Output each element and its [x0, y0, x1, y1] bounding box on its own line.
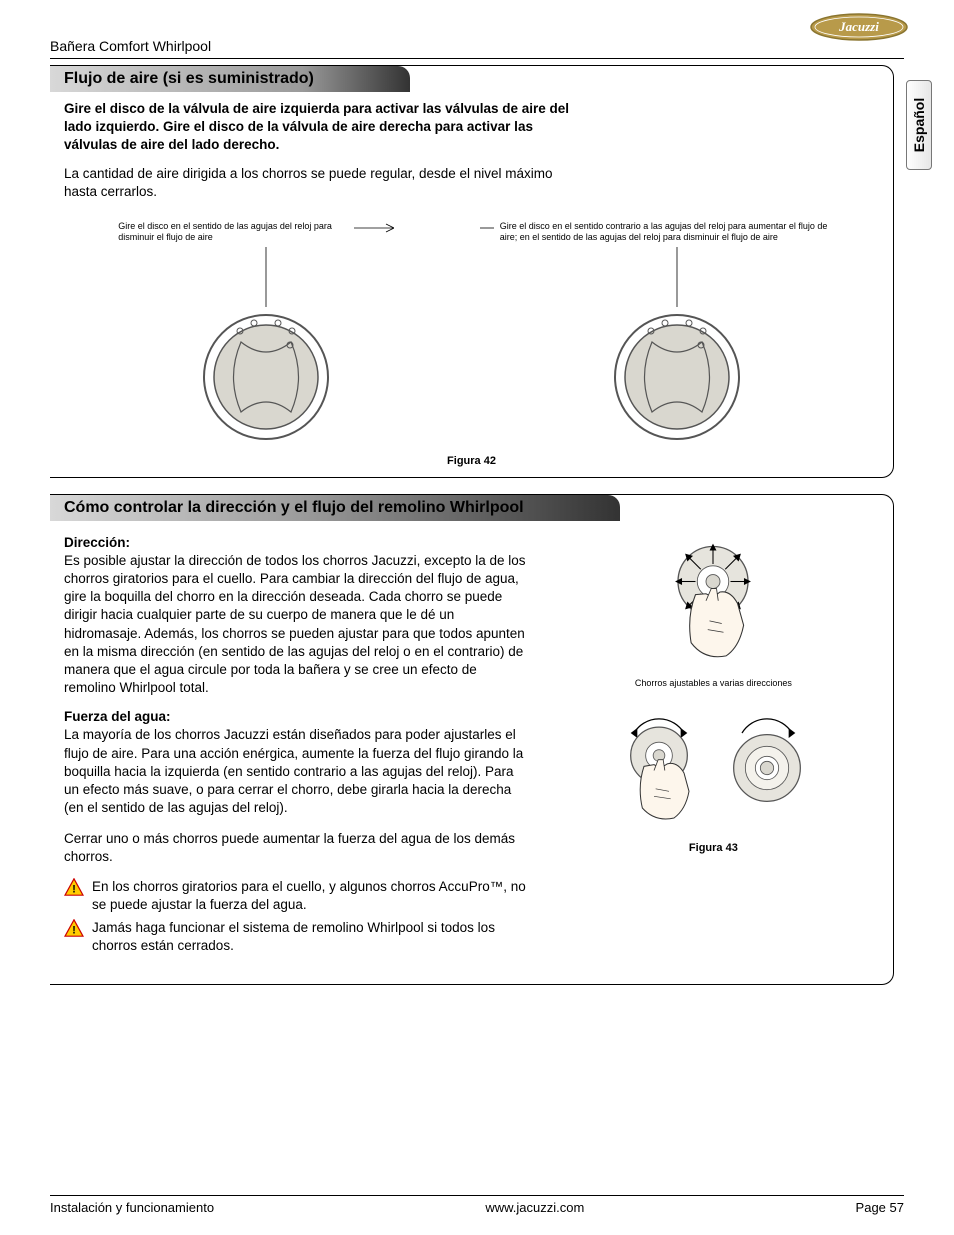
airflow-paragraph-2: La cantidad de aire dirigida a los chorr…: [64, 165, 584, 201]
dial-right-caption: Gire el disco en el sentido contrario a …: [500, 221, 830, 243]
page-header: Bañera Comfort Whirlpool: [50, 38, 904, 59]
warning-icon: !: [64, 919, 84, 937]
warning-2: ! Jamás haga funcionar el sistema de rem…: [64, 919, 528, 954]
svg-text:Jacuzzi: Jacuzzi: [838, 19, 879, 34]
caption-leader-line-icon: [480, 221, 494, 235]
direction-paragraph: Es posible ajustar la dirección de todos…: [64, 552, 528, 698]
dial-left-caption: Gire el disco en el sentido de las aguja…: [118, 221, 348, 243]
warning-icon: !: [64, 878, 84, 896]
footer-right: Page 57: [856, 1200, 904, 1215]
airflow-bold-paragraph: Gire el disco de la válvula de aire izqu…: [64, 100, 584, 155]
footer-center: www.jacuzzi.com: [485, 1200, 584, 1215]
jet-flow-dial-icon: [717, 708, 817, 828]
warning-2-text: Jamás haga funcionar el sistema de remol…: [92, 919, 528, 954]
svg-text:!: !: [72, 884, 76, 896]
warning-1-text: En los chorros giratorios para el cuello…: [92, 878, 528, 913]
language-tab: Español: [906, 80, 932, 170]
jet-flow-hand-icon: [609, 708, 709, 828]
language-label: Español: [911, 98, 927, 152]
waterforce-subhead: Fuerza del agua:: [64, 709, 528, 724]
figure-42-row: Gire el disco en el sentido de las aguja…: [50, 221, 893, 447]
jet-direction-caption: Chorros ajustables a varias direcciones: [548, 678, 879, 688]
svg-text:!: !: [72, 925, 76, 937]
page-footer: Instalación y funcionamiento www.jacuzzi…: [50, 1195, 904, 1215]
direction-subhead: Dirección:: [64, 535, 528, 550]
air-dial-left-icon: [166, 247, 366, 447]
figure-43-label: Figura 43: [548, 842, 879, 854]
footer-left: Instalación y funcionamiento: [50, 1200, 214, 1215]
brand-logo: Jacuzzi: [809, 12, 909, 42]
jet-direction-illustration-icon: [643, 529, 783, 669]
waterforce-paragraph-1: La mayoría de los chorros Jacuzzi están …: [64, 726, 528, 817]
warning-1: ! En los chorros giratorios para el cuel…: [64, 878, 528, 913]
section-direction-flow: Cómo controlar la dirección y el flujo d…: [50, 494, 894, 985]
section-airflow: Flujo de aire (si es suministrado) Gire …: [50, 65, 894, 478]
air-dial-right-icon: [577, 247, 777, 447]
waterforce-paragraph-2: Cerrar uno o más chorros puede aumentar …: [64, 830, 528, 866]
direction-heading: Cómo controlar la dirección y el flujo d…: [50, 495, 620, 521]
airflow-heading: Flujo de aire (si es suministrado): [50, 66, 410, 92]
figure-42-label: Figura 42: [50, 455, 893, 467]
caption-leader-line-icon: [354, 221, 394, 235]
